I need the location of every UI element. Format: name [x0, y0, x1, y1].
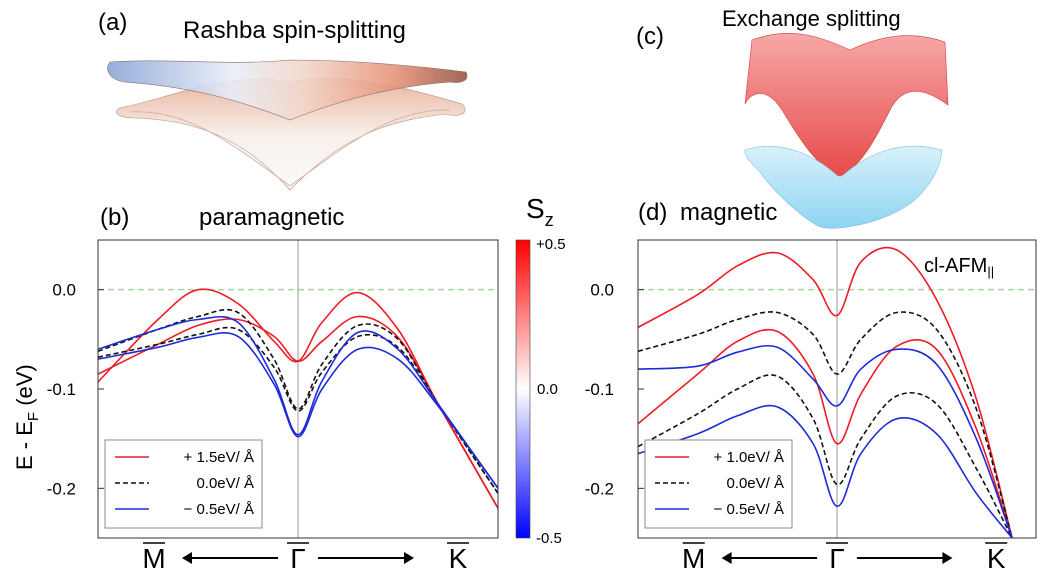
- legend-label: + 1.0eV/ Å: [714, 449, 784, 466]
- x-tick-label: Γ: [829, 543, 844, 574]
- legend-label: 0.0eV/ Å: [726, 475, 784, 492]
- legend-label: − 0.5eV/ Å: [184, 501, 254, 518]
- x-tick-label: K: [449, 543, 468, 574]
- arrow-right-head: [404, 552, 414, 564]
- panel-d-title: magnetic: [680, 199, 777, 226]
- panel-b-title: paramagnetic: [199, 204, 344, 231]
- x-tick-label: Γ: [290, 543, 305, 574]
- y-tick-label: 0.0: [52, 281, 76, 300]
- band-line: [638, 404, 1013, 538]
- band-line: [98, 288, 498, 509]
- panel-a-letter: (a): [98, 9, 127, 36]
- colorbar-tick-top: +0.5: [536, 236, 566, 253]
- band-line: [98, 315, 498, 509]
- panel-b: (b) paramagnetic E - EF (eV) 0.0 -0.1 -0.2…: [12, 204, 499, 574]
- exchange-surface-illustration: [744, 32, 949, 229]
- y-tick-label: -0.1: [585, 380, 614, 399]
- panel-b-letter: (b): [100, 204, 129, 231]
- arrow-left-head: [721, 552, 732, 564]
- band-line: [98, 308, 498, 494]
- band-line: [638, 311, 1013, 538]
- panel-d: (d) magnetic 0.0 -0.1 -0.2 M Γ K + 1.0eV/ Å 0.0…: [585, 199, 1037, 574]
- legend-box: [104, 439, 263, 529]
- legend-label: + 1.5eV/ Å: [184, 449, 254, 466]
- y-tick-label: -0.1: [47, 380, 76, 399]
- x-tick-label: M: [142, 543, 165, 574]
- panel-d-magnetic-tag: cl-AFM||: [924, 255, 994, 279]
- band-line: [638, 328, 1013, 538]
- band-line: [98, 331, 498, 489]
- band-line: [638, 344, 1013, 538]
- panel-a-title: Rashba spin-splitting: [183, 17, 406, 44]
- y-axis-label: E - EF (eV): [12, 364, 42, 470]
- panel-c-title: Exchange splitting: [722, 6, 901, 31]
- band-line: [638, 374, 1013, 538]
- rashba-surface-illustration: [107, 59, 468, 191]
- x-tick-label: M: [682, 543, 705, 574]
- x-tick-label: K: [987, 543, 1006, 574]
- y-tick-label: -0.2: [47, 479, 76, 498]
- arrow-right-head: [942, 552, 953, 564]
- y-tick-label: 0.0: [590, 281, 614, 300]
- band-line: [98, 315, 498, 489]
- colorbar: Sz +0.5 0.0 -0.5: [515, 193, 566, 547]
- band-line: [638, 246, 1013, 538]
- panel-d-letter: (d): [638, 199, 667, 226]
- legend-box: [644, 439, 793, 529]
- colorbar-gradient: [515, 239, 531, 539]
- colorbar-tick-bottom: -0.5: [536, 530, 562, 547]
- arrow-left-head: [182, 552, 192, 564]
- panel-c-letter: (c): [636, 23, 664, 50]
- y-tick-label: -0.2: [585, 479, 614, 498]
- colorbar-tick-mid: 0.0: [537, 381, 558, 398]
- colorbar-label: Sz: [526, 193, 554, 230]
- legend-label: 0.0eV/ Å: [196, 475, 254, 492]
- legend-label: − 0.5eV/ Å: [714, 501, 784, 518]
